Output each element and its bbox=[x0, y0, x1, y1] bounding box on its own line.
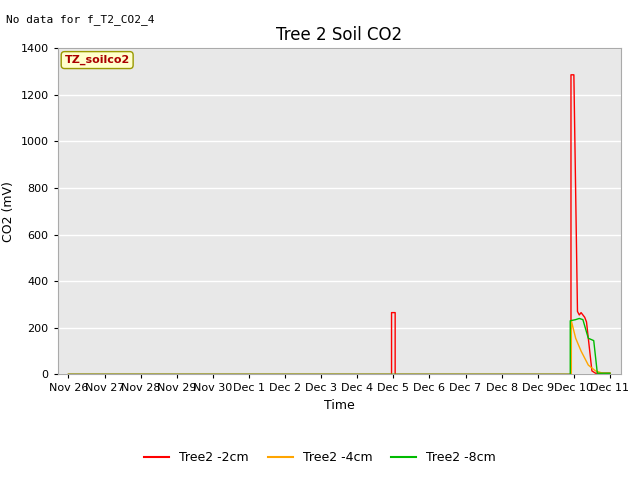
Legend: Tree2 -2cm, Tree2 -4cm, Tree2 -8cm: Tree2 -2cm, Tree2 -4cm, Tree2 -8cm bbox=[140, 446, 500, 469]
Text: No data for f_T2_CO2_4: No data for f_T2_CO2_4 bbox=[6, 14, 155, 25]
Text: TZ_soilco2: TZ_soilco2 bbox=[65, 55, 130, 65]
Y-axis label: CO2 (mV): CO2 (mV) bbox=[2, 181, 15, 241]
X-axis label: Time: Time bbox=[324, 399, 355, 412]
Title: Tree 2 Soil CO2: Tree 2 Soil CO2 bbox=[276, 25, 403, 44]
